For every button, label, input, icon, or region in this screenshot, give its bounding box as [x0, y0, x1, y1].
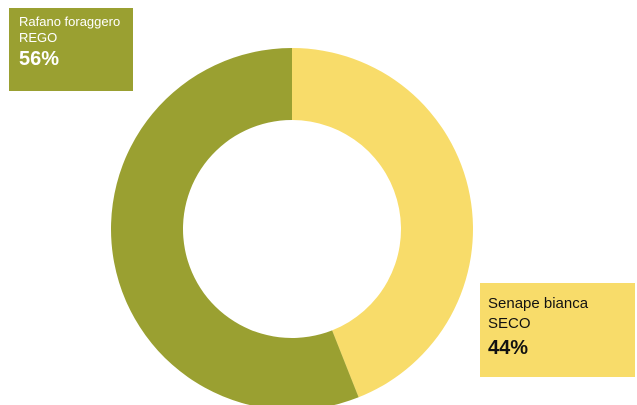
donut-slice-senape — [292, 47, 474, 398]
label-rafano: Rafano foraggero REGO 56% — [9, 8, 133, 91]
label-senape: Senape bianca SECO 44% — [480, 283, 635, 377]
label-senape-code: SECO — [488, 315, 531, 332]
label-senape-name: Senape bianca — [488, 295, 589, 312]
donut-slice-rafano — [111, 48, 359, 405]
label-rafano-code: REGO — [19, 30, 58, 45]
label-senape-percent: 44% — [488, 337, 529, 359]
label-rafano-percent: 56% — [19, 48, 60, 70]
label-rafano-name: Rafano foraggero — [19, 14, 121, 29]
